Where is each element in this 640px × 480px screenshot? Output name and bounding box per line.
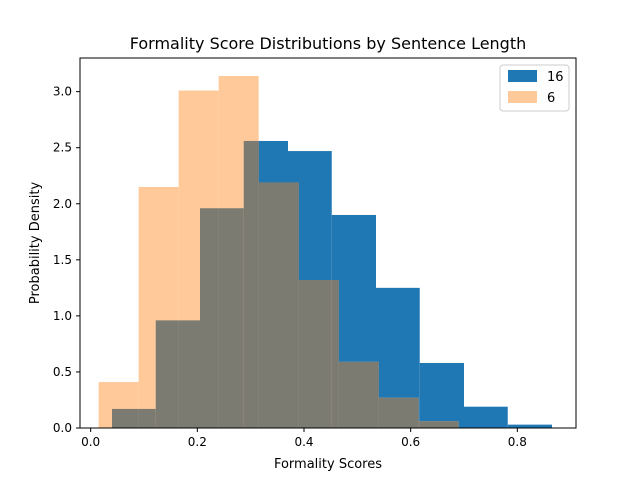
y-axis-label: Probability Density [28,182,43,305]
overlap-bar-14 [418,421,420,428]
y-tick-label: 1.0 [53,309,72,323]
y-tick-label: 0.0 [53,421,72,435]
x-tick-label: 0.4 [294,435,313,449]
overlap-bar-4 [200,208,219,428]
overlap-bar-8 [288,182,299,428]
overlap-bar-12 [376,361,379,428]
y-tick-label: 2.5 [53,141,72,155]
overlap-bars [112,140,459,428]
overlap-bar-6 [243,140,259,428]
legend-label-16: 16 [547,70,564,85]
legend: 16 6 [499,64,570,112]
overlap-bar-11 [338,361,376,428]
y-axis-ticks: 0.0 0.5 1.0 1.5 2.0 2.5 3.0 [53,85,80,435]
legend-label-6: 6 [547,91,555,106]
plot-frame [79,57,577,429]
overlap-bar-5 [218,208,244,428]
legend-swatch-6 [508,91,537,103]
overlap-bar-9 [298,280,332,428]
overlap-bar-1 [138,408,156,428]
x-tick-label: 0.0 [81,435,100,449]
overlap-bar-10 [331,280,339,428]
chart-title: Formality Score Distributions by Sentenc… [130,34,527,53]
y-tick-label: 3.0 [53,85,72,99]
y-tick-label: 0.5 [53,365,72,379]
overlap-bar-7 [258,182,288,428]
y-tick-label: 1.5 [53,253,72,267]
y-tick-label: 2.0 [53,197,72,211]
x-tick-label: 0.2 [188,435,207,449]
series-16-bar-8 [464,406,508,428]
overlap-bar-13 [378,397,419,428]
series-16-bar-9 [507,424,552,428]
overlap-bar-3 [178,320,200,428]
x-axis-label: Formality Scores [274,457,382,472]
series-16-bar-7 [419,362,464,428]
legend-swatch-16 [508,70,537,82]
x-tick-label: 0.6 [401,435,420,449]
x-tick-label: 0.8 [508,435,527,449]
overlap-bar-0 [112,408,139,428]
overlap-bar-15 [419,421,459,428]
overlap-bar-2 [155,320,179,428]
x-axis-ticks: 0.0 0.2 0.4 0.6 0.8 [81,428,527,449]
